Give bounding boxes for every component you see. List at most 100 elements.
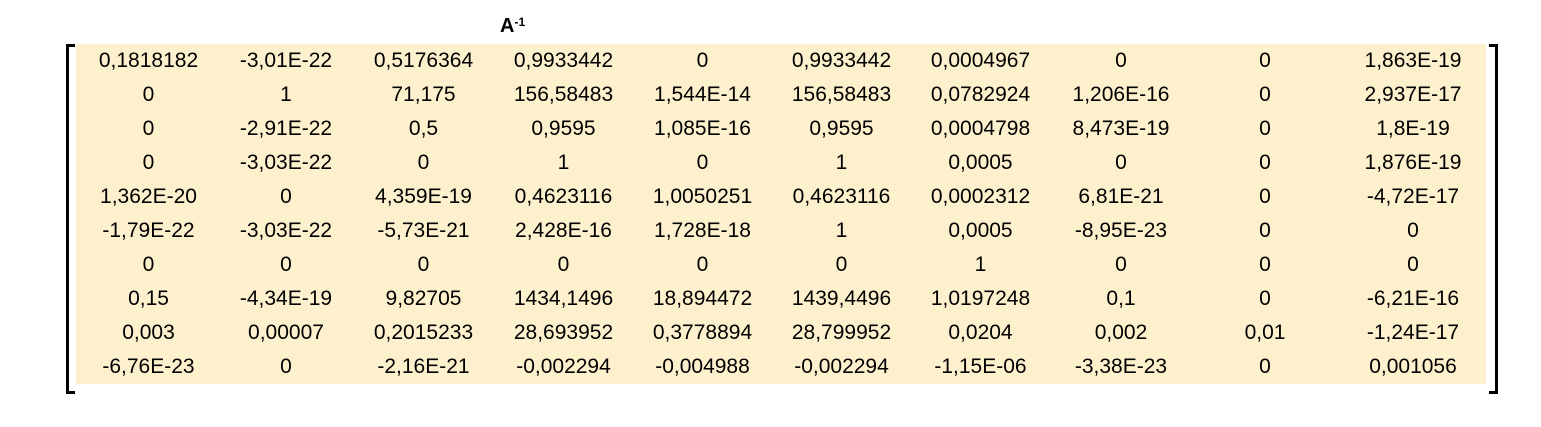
matrix-cell: 28,693952: [513, 321, 614, 344]
matrix-cell: -1,15E-06: [934, 355, 1027, 378]
matrix-cell: 1439,4496: [791, 287, 892, 310]
matrix-cell: 1: [557, 151, 570, 174]
matrix-cell: 0,5176364: [373, 49, 474, 72]
matrix-cell: 0,9595: [531, 117, 596, 140]
inverse-matrix: 0,1818182 -3,01E-22 0,5176364 0,9933442 0 0,9…: [76, 44, 1486, 384]
matrix-cell: 0,0204: [948, 321, 1013, 344]
matrix-cell: 0: [1259, 49, 1271, 72]
matrix-cell: 1434,1496: [513, 287, 614, 310]
matrix-cell: 0,4623116: [514, 185, 613, 208]
matrix-cell: 1: [974, 253, 987, 276]
matrix-cell: 0,0005: [948, 219, 1013, 242]
matrix-cell: -6,76E-23: [102, 355, 195, 378]
matrix-cell: -3,38E-23: [1074, 355, 1168, 378]
matrix-cell: 0: [835, 253, 848, 276]
matrix-cell: -3,03E-22: [239, 219, 333, 242]
matrix-row: 0 1 71,175 156,58483 1,544E-14 156,58483 0,078…: [76, 78, 1486, 112]
matrix-body: 0,1818182 -3,01E-22 0,5176364 0,9933442 0 0,9…: [76, 44, 1486, 384]
matrix-cell: -2,91E-22: [239, 117, 333, 140]
matrix-cell: 18,894472: [652, 287, 753, 310]
matrix-cell: 0: [696, 253, 709, 276]
matrix-cell: 0,0782924: [930, 83, 1031, 106]
matrix-cell: 1,863E-19: [1364, 49, 1462, 72]
matrix-cell: 1,0050251: [652, 185, 753, 208]
matrix-cell: 0: [280, 355, 292, 378]
matrix-cell: 1,206E-16: [1072, 83, 1170, 106]
matrix-cell: 0: [1259, 219, 1271, 242]
matrix-cell: 0,0005: [948, 151, 1013, 174]
matrix-left-bracket: [66, 44, 75, 394]
matrix-cell: 0: [417, 253, 430, 276]
matrix-cell: 9,82705: [385, 287, 462, 310]
matrix-cell: 1,544E-14: [654, 83, 751, 106]
matrix-cell: 0,0004967: [930, 49, 1031, 72]
matrix-cell: 0,15: [128, 287, 169, 310]
matrix-cell: 0: [142, 151, 155, 174]
matrix-cell: 0: [1259, 253, 1271, 276]
matrix-cell: 0: [1115, 49, 1127, 72]
matrix-cell: 0,1818182: [98, 49, 199, 72]
matrix-cell: 0: [417, 151, 430, 174]
matrix-cell: 0,01: [1244, 321, 1286, 344]
matrix-cell: 6,81E-21: [1078, 185, 1164, 208]
matrix-cell: 156,58483: [513, 83, 614, 106]
matrix-cell: 0,3778894: [652, 321, 753, 344]
matrix-cell: 2,937E-17: [1364, 83, 1462, 106]
matrix-row: 0 -3,03E-22 0 1 0 1 0,0005 0 0 1,876E-19: [76, 146, 1486, 180]
matrix-cell: 0,0004798: [930, 117, 1031, 140]
matrix-cell: -1,79E-22: [102, 219, 195, 242]
matrix-cell: 0: [142, 83, 155, 106]
matrix-cell: 0: [557, 253, 570, 276]
matrix-cell: 1,362E-20: [100, 185, 197, 208]
matrix-cell: 1: [835, 219, 848, 242]
matrix-cell: -5,73E-21: [377, 219, 470, 242]
matrix-cell: 0,00007: [248, 321, 324, 344]
matrix-row: -1,79E-22 -3,03E-22 -5,73E-21 2,428E-16 1,72…: [76, 214, 1486, 248]
matrix-cell: 156,58483: [791, 83, 892, 106]
matrix-cell: -0,002294: [516, 355, 611, 378]
matrix-cell: -4,34E-19: [239, 287, 333, 310]
matrix-title-superscript: -1: [514, 15, 526, 29]
matrix-cell: -8,95E-23: [1074, 219, 1168, 242]
matrix-row: -6,76E-23 0 -2,16E-21 -0,002294 -0,004988 -0,…: [76, 350, 1486, 384]
matrix-cell: -0,004988: [655, 355, 750, 378]
matrix-cell: -1,24E-17: [1366, 321, 1460, 344]
matrix-cell: 0,5: [408, 117, 439, 140]
matrix-cell: 0: [1115, 253, 1127, 276]
matrix-row: 1,362E-20 0 4,359E-19 0,4623116 1,0050251 0,4…: [76, 180, 1486, 214]
matrix-cell: 8,473E-19: [1072, 117, 1170, 140]
matrix-cell: 1,8E-19: [1376, 117, 1450, 140]
matrix-cell: 0: [1259, 355, 1271, 378]
matrix-cell: 0: [1259, 185, 1271, 208]
matrix-cell: 0: [280, 253, 292, 276]
matrix-cell: 0,9595: [809, 117, 874, 140]
matrix-cell: 0,2015233: [373, 321, 474, 344]
matrix-cell: 0: [142, 253, 155, 276]
matrix-cell: 0,1: [1106, 287, 1136, 310]
matrix-cell: 4,359E-19: [375, 185, 472, 208]
matrix-cell: 0: [1259, 287, 1271, 310]
matrix-cell: -0,002294: [794, 355, 889, 378]
matrix-cell: 0,9933442: [791, 49, 892, 72]
matrix-title-base: A: [500, 15, 515, 37]
matrix-cell: 0,9933442: [513, 49, 614, 72]
matrix-cell: 1: [280, 83, 292, 106]
matrix-cell: 0,4623116: [792, 185, 891, 208]
matrix-row: 0 0 0 0 0 0 1 0 0 0: [76, 248, 1486, 282]
matrix-cell: 1,0197248: [930, 287, 1031, 310]
matrix-row: 0,15 -4,34E-19 9,82705 1434,1496 18,894472 14…: [76, 282, 1486, 316]
matrix-cell: 0: [1407, 253, 1419, 276]
matrix-cell: 0: [1115, 151, 1127, 174]
matrix-cell: -2,16E-21: [377, 355, 470, 378]
matrix-cell: 0: [1259, 117, 1271, 140]
matrix-background: [76, 44, 1486, 384]
matrix-cell: 0: [1259, 83, 1271, 106]
matrix-cell: 0,001056: [1369, 355, 1457, 378]
matrix-cell: 0: [696, 151, 709, 174]
matrix-cell: -4,72E-17: [1366, 185, 1460, 208]
matrix-cell: 0: [1407, 219, 1419, 242]
matrix-row: 0,1818182 -3,01E-22 0,5176364 0,9933442 0 0,9…: [76, 44, 1486, 78]
matrix-cell: 0,003: [122, 321, 175, 344]
matrix-cell: 2,428E-16: [515, 219, 612, 242]
matrix-cell: 1,728E-18: [654, 219, 751, 242]
